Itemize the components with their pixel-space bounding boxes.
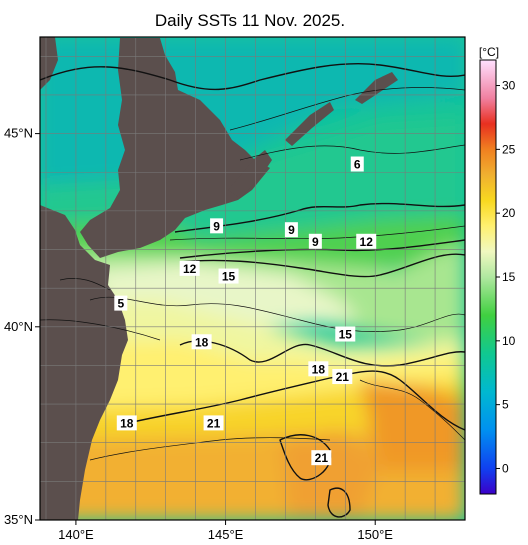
contour-label-box [114,295,128,311]
contour-label: 18 [191,334,212,350]
contour-label-text: 12 [360,235,374,249]
contour-label-text: 18 [120,416,134,430]
contour-label-text: 5 [117,297,124,311]
colorbar-gradient [479,59,497,495]
contour-label-box [332,369,353,385]
contour-label-box [356,233,377,249]
contour-label-text: 15 [222,270,236,284]
contour-label: 9 [308,233,322,249]
contour-label-text: 9 [312,235,319,249]
lat-label: 45°N [4,126,33,141]
lat-lon-grid [40,37,466,521]
lon-label: 150°E [357,527,393,542]
land-hokkaido [80,38,270,258]
contour-label-text: 21 [315,451,329,465]
contour-label-box [218,268,239,284]
contour-label-box [116,415,137,431]
contour-label-box [335,326,356,342]
land-kuril-2 [285,102,334,146]
contour-label: 6 [350,156,364,172]
colorbar-ticks: 0 5 10 15 20 25 30 [496,79,516,475]
colorbar-unit: [°C] [479,45,499,59]
contour-labels: 6 9 9 9 12 12 15 5 15 18 18 21 18 21 21 [114,156,377,466]
sea-surface-temperature-field [40,37,465,520]
colorbar-tick-label: 30 [502,79,516,93]
contour-label: 15 [335,326,356,342]
contour-label: 18 [116,415,137,431]
map-frame [39,36,466,521]
contour-label-text: 21 [336,370,350,384]
contour-label-text: 9 [288,223,295,237]
contour-label-text: 21 [207,416,221,430]
contour-label: 21 [203,415,224,431]
contour-label: 21 [311,450,332,466]
colorbar-tick-label: 0 [502,461,509,475]
contour-label: 9 [284,222,298,238]
land-kuril-3 [355,72,398,104]
contour-label-text: 9 [213,219,220,233]
contour-label-box [308,361,329,377]
contour-label: 5 [114,295,128,311]
land-kuril-1 [228,150,272,198]
contour-label-text: 12 [183,262,197,276]
colorbar: [°C] 0 5 10 15 20 25 30 [479,45,516,495]
contour-label-text: 6 [354,158,361,172]
colorbar-tick-label: 10 [502,334,516,348]
land-sakhalin [40,37,58,90]
lon-label: 140°E [58,527,94,542]
lat-label: 35°N [4,512,33,527]
colorbar-tick-label: 15 [502,270,516,284]
contour-label: 21 [332,369,353,385]
longitude-axis: 140°E 145°E 150°E [58,520,393,542]
map-title: Daily SSTs 11 Nov. 2025. [154,11,346,30]
contour-label-box [284,222,298,238]
latitude-axis: 45°N 40°N 35°N [4,126,40,527]
contour-label: 12 [179,260,200,276]
contour-label-text: 15 [339,328,353,342]
colorbar-tick-label: 5 [502,398,509,412]
colorbar-tick-label: 25 [502,142,516,156]
contour-label-box [191,334,212,350]
contour-label-box [308,233,322,249]
lon-label: 145°E [208,527,244,542]
contour-label-box [179,260,200,276]
contour-label-box [203,415,224,431]
contour-label-text: 18 [312,362,326,376]
lat-label: 40°N [4,319,33,334]
colorbar-tick-label: 20 [502,206,516,220]
contour-label: 15 [218,268,239,284]
contour-label-text: 18 [195,335,209,349]
contour-label: 12 [356,233,377,249]
contour-label: 9 [210,218,224,234]
contour-label: 18 [308,361,329,377]
contour-label-box [311,450,332,466]
contour-label-box [210,218,224,234]
contour-label-box [350,156,364,172]
